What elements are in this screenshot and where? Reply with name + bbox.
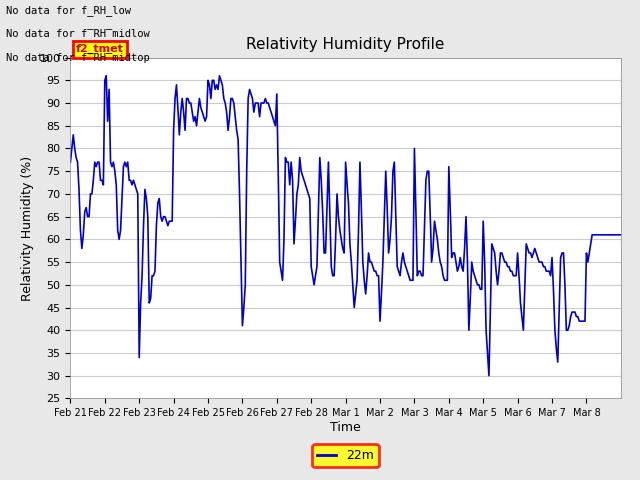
Title: Relativity Humidity Profile: Relativity Humidity Profile — [246, 37, 445, 52]
Legend: 22m: 22m — [312, 444, 379, 467]
X-axis label: Time: Time — [330, 421, 361, 434]
Text: f2_tmet: f2_tmet — [76, 44, 124, 54]
Y-axis label: Relativity Humidity (%): Relativity Humidity (%) — [21, 156, 34, 300]
Text: No data for f̅RH̅midlow: No data for f̅RH̅midlow — [6, 29, 150, 39]
Text: No data for f̅RH̅midtop: No data for f̅RH̅midtop — [6, 53, 150, 63]
Text: No data for f_RH_low: No data for f_RH_low — [6, 5, 131, 16]
